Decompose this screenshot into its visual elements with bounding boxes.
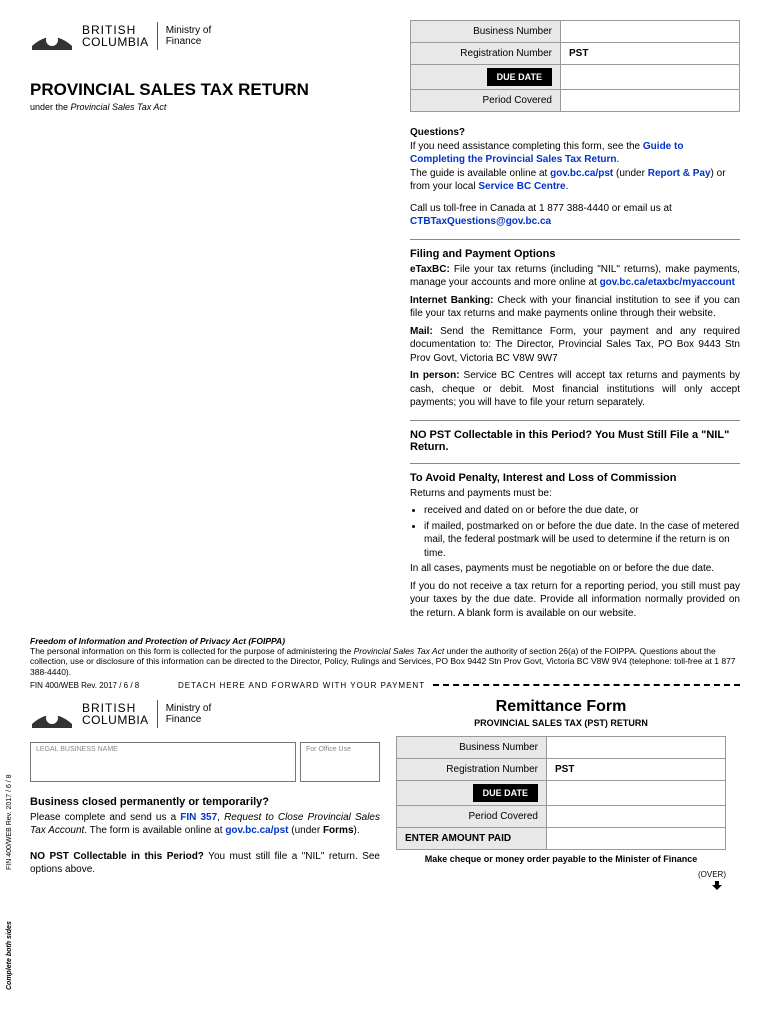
due-date-value[interactable]	[561, 65, 740, 90]
detach-text: DETACH HERE AND FORWARD WITH YOUR PAYMEN…	[178, 681, 425, 690]
over-indicator: (OVER)	[396, 870, 726, 893]
header-info-table: Business Number Registration NumberPST D…	[410, 20, 740, 112]
bn-label: Business Number	[411, 21, 561, 43]
page-subtitle: under the Provincial Sales Tax Act	[30, 102, 360, 112]
remit-nil-para: NO PST Collectable in this Period? You m…	[30, 850, 380, 877]
period-label: Period Covered	[411, 90, 561, 112]
legal-business-name-field[interactable]: LEGAL BUSINESS NAME	[30, 742, 296, 782]
in-person-para: In person: Service BC Centres will accep…	[410, 369, 740, 410]
internet-banking-para: Internet Banking: Check with your financ…	[410, 294, 740, 321]
pst-link[interactable]: gov.bc.ca/pst	[550, 168, 613, 179]
ministry-line2: Finance	[166, 36, 212, 47]
pst-link-2[interactable]: gov.bc.ca/pst	[225, 825, 288, 836]
mail-para: Mail: Send the Remittance Form, your pay…	[410, 325, 740, 366]
divider-2	[410, 420, 740, 421]
remit-bn-label: Business Number	[397, 736, 547, 758]
payable-text: Make cheque or money order payable to th…	[396, 854, 726, 864]
nil-heading: NO PST Collectable in this Period? You M…	[410, 429, 740, 453]
divider-3	[410, 463, 740, 464]
form-id: FIN 400/WEB Rev. 2017 / 6 / 8	[30, 681, 170, 690]
office-use-field: For Office Use	[300, 742, 380, 782]
remit-info-table: Business Number Registration NumberPST D…	[396, 736, 726, 850]
remit-period-value[interactable]	[547, 805, 726, 827]
etaxbc-link[interactable]: gov.bc.ca/etaxbc/myaccount	[600, 277, 735, 288]
rn-value[interactable]: PST	[561, 43, 740, 65]
remit-bn-value[interactable]	[547, 736, 726, 758]
side-form-id: FIN 400/WEB Rev. 2017 / 6 / 8	[6, 774, 13, 870]
remit-period-label: Period Covered	[397, 805, 547, 827]
penalty-bullets: received and dated on or before the due …	[424, 504, 740, 560]
remit-rn-label: Registration Number	[397, 758, 547, 780]
penalty-p2: If you do not receive a tax return for a…	[410, 580, 740, 621]
foippa-block: Freedom of Information and Protection of…	[30, 636, 740, 677]
arrow-down-icon	[712, 879, 726, 891]
logo-text-columbia: COLUMBIA	[82, 36, 149, 48]
due-date-cell: DUE DATE	[411, 65, 561, 90]
bc-sun-icon	[30, 698, 74, 730]
detach-row: FIN 400/WEB Rev. 2017 / 6 / 8 DETACH HER…	[30, 681, 740, 690]
email-link[interactable]: CTBTaxQuestions@gov.bc.ca	[410, 216, 551, 227]
foippa-heading: Freedom of Information and Protection of…	[30, 636, 285, 646]
penalty-intro: Returns and payments must be:	[410, 487, 740, 501]
penalty-p1: In all cases, payments must be negotiabl…	[410, 562, 740, 576]
amount-paid-value[interactable]	[547, 827, 726, 849]
remit-rn-value[interactable]: PST	[547, 758, 726, 780]
remit-due-value[interactable]	[547, 780, 726, 805]
questions-heading: Questions?	[410, 127, 465, 138]
remit-due-cell: DUE DATE	[397, 780, 547, 805]
remittance-subtitle: PROVINCIAL SALES TAX (PST) RETURN	[396, 718, 726, 728]
bc-logo-block: BRITISH COLUMBIA Ministry of Finance	[30, 20, 360, 52]
remittance-title: Remittance Form	[396, 698, 726, 716]
service-bc-link[interactable]: Service BC Centre	[478, 181, 565, 192]
ministry-line1: Ministry of	[166, 25, 212, 36]
filing-heading: Filing and Payment Options	[410, 248, 740, 260]
business-closed-heading: Business closed permanently or temporari…	[30, 796, 380, 808]
questions-block: Questions? If you need assistance comple…	[410, 126, 740, 229]
dash-line	[433, 684, 740, 686]
fin357-link[interactable]: FIN 357	[180, 812, 217, 823]
etax-para: eTaxBC: File your tax returns (including…	[410, 263, 740, 290]
rn-label: Registration Number	[411, 43, 561, 65]
period-value[interactable]	[561, 90, 740, 112]
remit-logo-block: BRITISH COLUMBIA Ministry of Finance	[30, 698, 380, 730]
divider-1	[410, 239, 740, 240]
business-closed-para: Please complete and send us a FIN 357, R…	[30, 811, 380, 838]
report-pay-link[interactable]: Report & Pay	[648, 168, 711, 179]
bc-sun-icon	[30, 20, 74, 52]
page-title: PROVINCIAL SALES TAX RETURN	[30, 80, 360, 100]
penalty-heading: To Avoid Penalty, Interest and Loss of C…	[410, 472, 740, 484]
due-date-badge: DUE DATE	[487, 68, 552, 86]
side-complete-both: Complete both sides	[6, 921, 13, 990]
amount-paid-label: ENTER AMOUNT PAID	[397, 827, 547, 849]
logo-divider	[157, 22, 158, 50]
bn-value[interactable]	[561, 21, 740, 43]
